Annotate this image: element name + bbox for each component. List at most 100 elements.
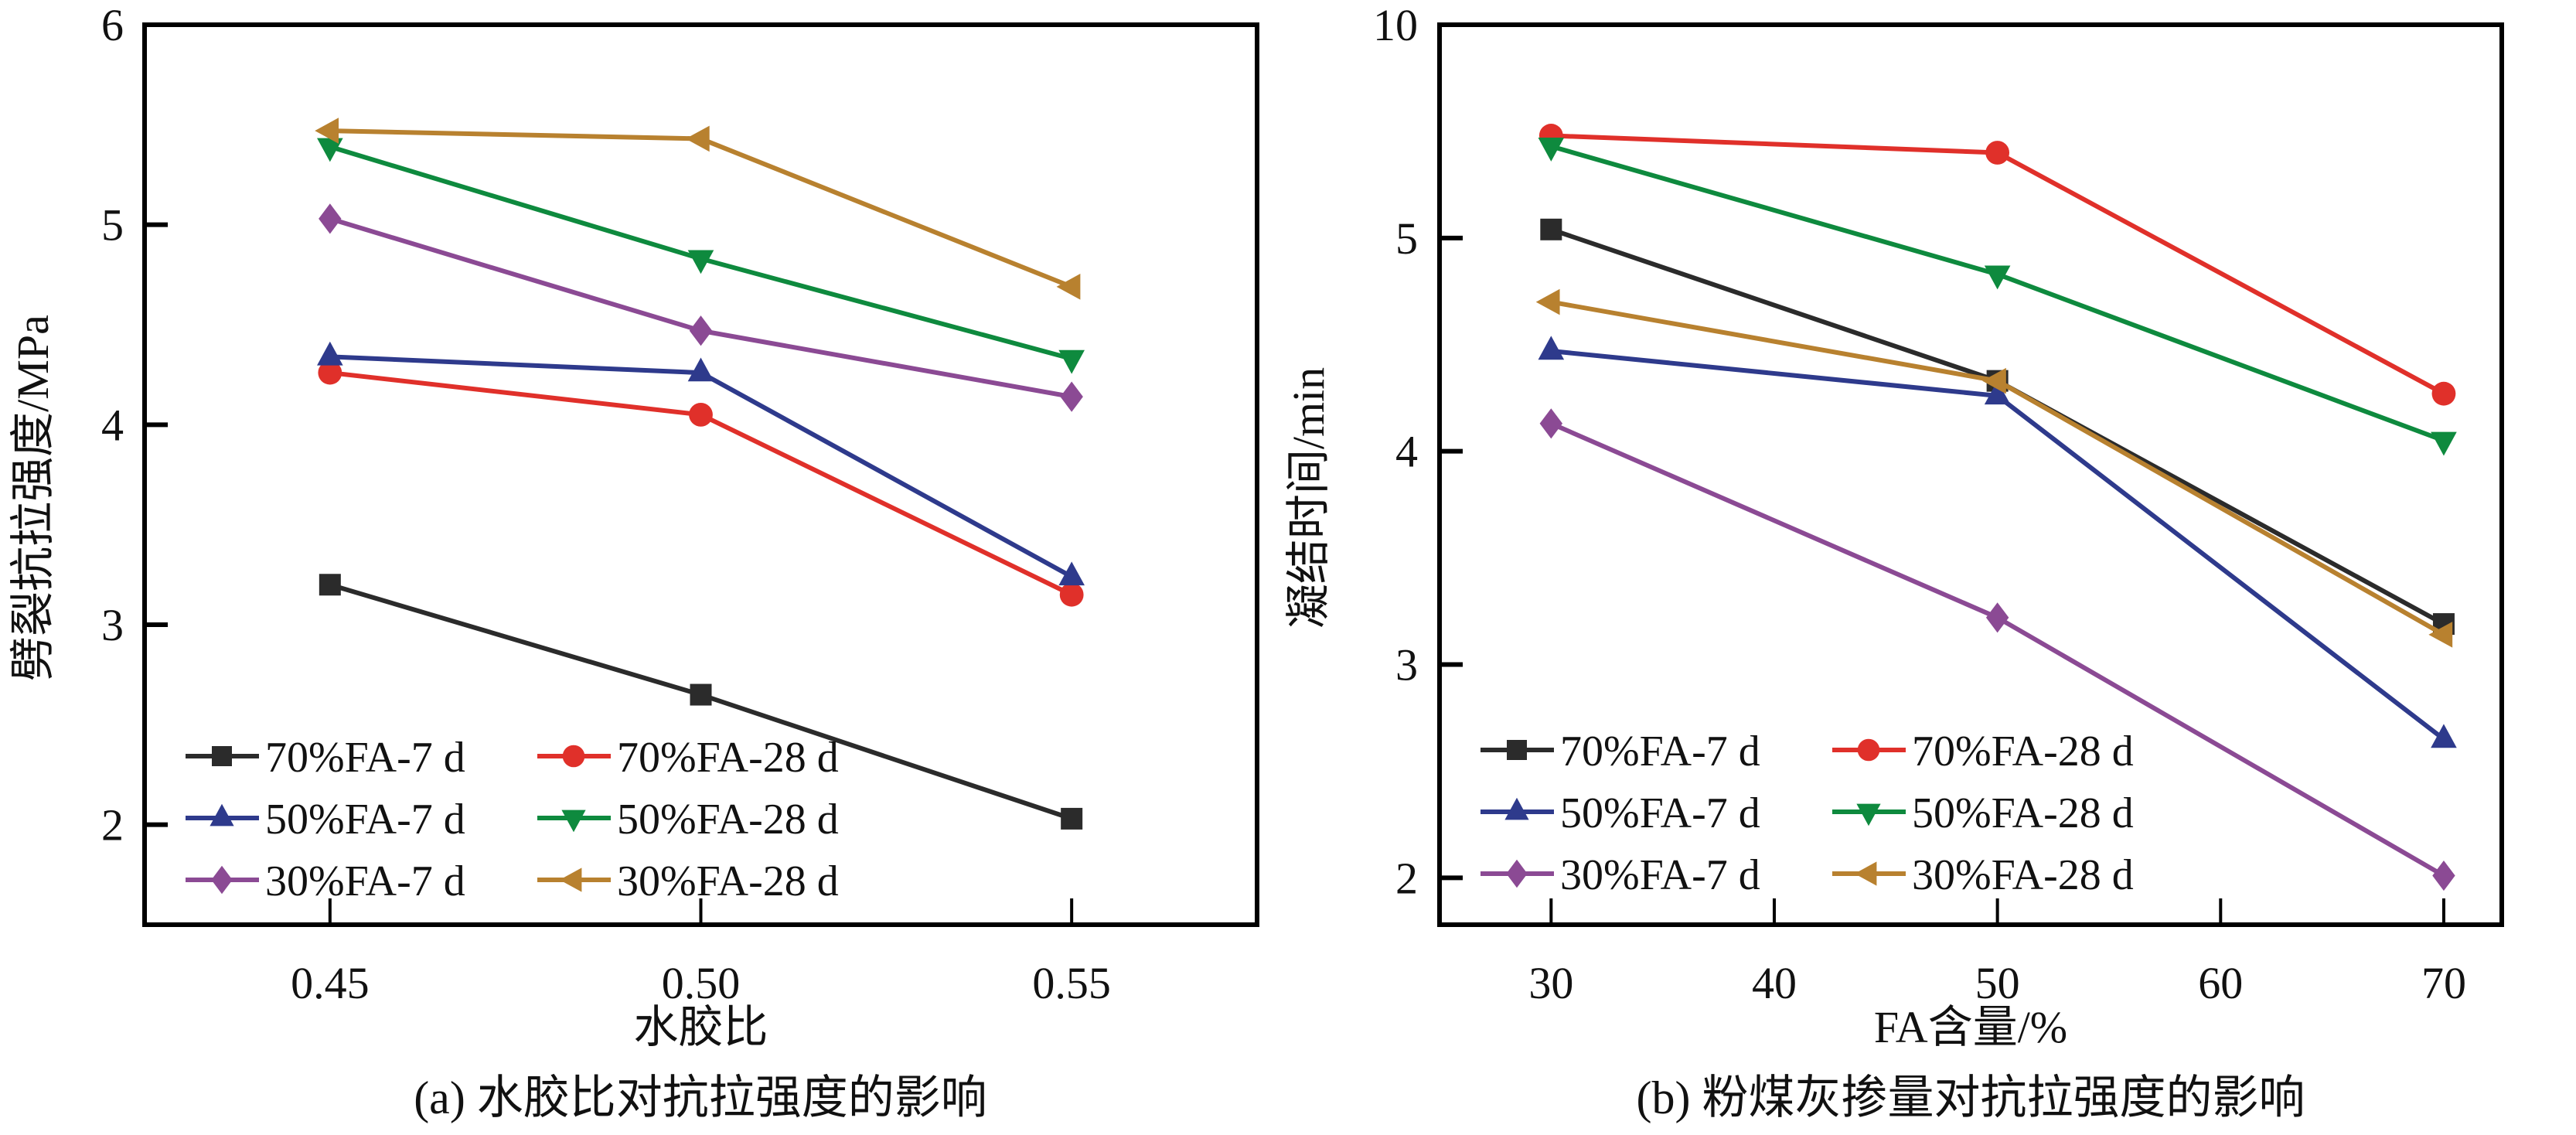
y-tick-label: 4: [1395, 427, 1418, 477]
legend-label: 30%FA-28 d: [1912, 851, 2134, 899]
y-tick-label: 3: [101, 600, 124, 650]
data-point: [1538, 336, 1565, 360]
data-point: [319, 203, 342, 234]
data-point: [1061, 807, 1083, 830]
legend-label: 50%FA-7 d: [265, 796, 465, 844]
data-point: [317, 138, 343, 162]
legend-item[interactable]: 30%FA-7 d: [186, 857, 465, 905]
legend-item[interactable]: 50%FA-28 d: [1832, 789, 2134, 837]
y-tick-label: 3: [1395, 639, 1418, 690]
legend-marker-icon: [212, 746, 232, 766]
legend-marker-icon: [1857, 738, 1880, 762]
data-point: [1985, 602, 2009, 633]
legend-marker-icon: [562, 745, 585, 768]
data-point: [1985, 141, 2010, 165]
legend-item[interactable]: 50%FA-28 d: [537, 796, 839, 844]
panel-b: 2 3 4 5 10 30 40 50 60 70 FA含量/% 凝结时间/min (b) 粉煤灰掺量对…: [1283, 0, 2504, 1123]
data-point: [1056, 274, 1081, 300]
data-point: [1059, 582, 1084, 607]
y-axis-label: 劈裂抗拉强度/MPa: [8, 315, 58, 681]
data-point: [689, 403, 713, 427]
x-tick-label: 70: [2421, 958, 2466, 1008]
legend-item[interactable]: 70%FA-7 d: [1481, 728, 1760, 775]
series-50-fa-7-d: [1538, 336, 2457, 748]
data-point: [318, 360, 342, 385]
series-30-fa-7-d: [319, 203, 1083, 412]
plot-frame: [142, 22, 1259, 927]
legend-label: 70%FA-7 d: [1560, 728, 1760, 775]
series-50-fa-28-d: [317, 138, 1085, 374]
legend-label: 30%FA-28 d: [617, 857, 839, 905]
legend-label: 70%FA-28 d: [1912, 728, 2134, 775]
series-30-fa-28-d: [315, 118, 1081, 300]
series-line: [1550, 299, 2445, 637]
legend-marker-icon: [1504, 797, 1529, 820]
data-point: [1538, 138, 1565, 162]
data-point: [690, 683, 712, 706]
x-tick-label: 0.45: [291, 958, 370, 1008]
data-point: [1982, 367, 2006, 394]
legend-marker-icon: [1856, 803, 1881, 827]
y-axis-label: 凝结时间/min: [1283, 367, 1334, 629]
legend-label: 50%FA-28 d: [1912, 789, 2134, 837]
legend-item[interactable]: 50%FA-7 d: [186, 796, 465, 844]
legend-marker-icon: [210, 803, 234, 827]
data-point: [1058, 349, 1085, 374]
data-point: [1984, 265, 2011, 290]
data-point: [1535, 288, 1560, 315]
legend-label: 70%FA-7 d: [265, 734, 465, 782]
legend-item[interactable]: 70%FA-28 d: [537, 734, 839, 782]
plot-frame: [1437, 22, 2504, 927]
legend-marker-icon: [559, 867, 582, 892]
legend-item[interactable]: 30%FA-7 d: [1481, 851, 1760, 899]
figure-caption: (b) 粉煤灰掺量对抗拉强度的影响: [1637, 1072, 2305, 1123]
data-point: [1540, 218, 1562, 240]
legend-marker-icon: [561, 809, 586, 833]
legend-item[interactable]: 70%FA-28 d: [1832, 728, 2134, 775]
series-30-fa-28-d: [1535, 288, 2453, 648]
legend-item[interactable]: 30%FA-28 d: [537, 857, 839, 905]
data-point: [2431, 724, 2457, 748]
series-line: [329, 354, 1073, 579]
legend-marker-icon: [1506, 859, 1528, 888]
data-point: [685, 125, 710, 152]
data-point: [319, 574, 341, 596]
series-50-fa-28-d: [1538, 138, 2457, 456]
x-tick-label: 0.50: [662, 958, 741, 1008]
legend-label: 50%FA-7 d: [1560, 789, 1760, 837]
y-tick-label: 5: [101, 200, 124, 251]
x-tick-label: 50: [1975, 958, 2020, 1008]
data-point: [2428, 622, 2453, 648]
x-axis-label: 水胶比: [633, 1002, 768, 1052]
y-tick-label: 2: [101, 800, 124, 850]
x-tick-label: 0.55: [1032, 958, 1111, 1008]
data-point: [687, 357, 714, 382]
series-70-fa-28-d: [318, 360, 1084, 607]
y-tick-label: 10: [1373, 0, 1418, 50]
x-tick-label: 30: [1528, 958, 1573, 1008]
series-50-fa-7-d: [317, 341, 1085, 586]
legend-marker-icon: [1854, 861, 1877, 886]
data-point: [2432, 860, 2455, 891]
data-point: [689, 315, 713, 346]
y-tick-label: 5: [1395, 213, 1418, 264]
data-point: [2431, 431, 2457, 456]
legend-item[interactable]: 50%FA-7 d: [1481, 789, 1760, 837]
panel-a: 2 3 4 5 6 0.45 0.50 0.55 水胶比 劈裂抗拉强度/MPa (a) 水胶比对抗拉…: [8, 0, 1259, 1123]
legend-label: 50%FA-28 d: [617, 796, 839, 844]
data-point: [1984, 380, 2011, 405]
data-point: [1539, 408, 1563, 439]
legend-marker-icon: [1507, 740, 1527, 760]
x-tick-label: 40: [1752, 958, 1797, 1008]
data-point: [1058, 561, 1085, 586]
legend-item[interactable]: 70%FA-7 d: [186, 734, 465, 782]
legend-item[interactable]: 30%FA-28 d: [1832, 851, 2134, 899]
x-tick-label: 60: [2198, 958, 2243, 1008]
y-tick-label: 2: [1395, 853, 1418, 903]
legend-label: 70%FA-28 d: [617, 734, 839, 782]
series-line: [1551, 349, 2445, 741]
legend-marker-icon: [211, 865, 233, 895]
data-point: [2431, 381, 2456, 406]
series-line: [1551, 133, 2445, 396]
